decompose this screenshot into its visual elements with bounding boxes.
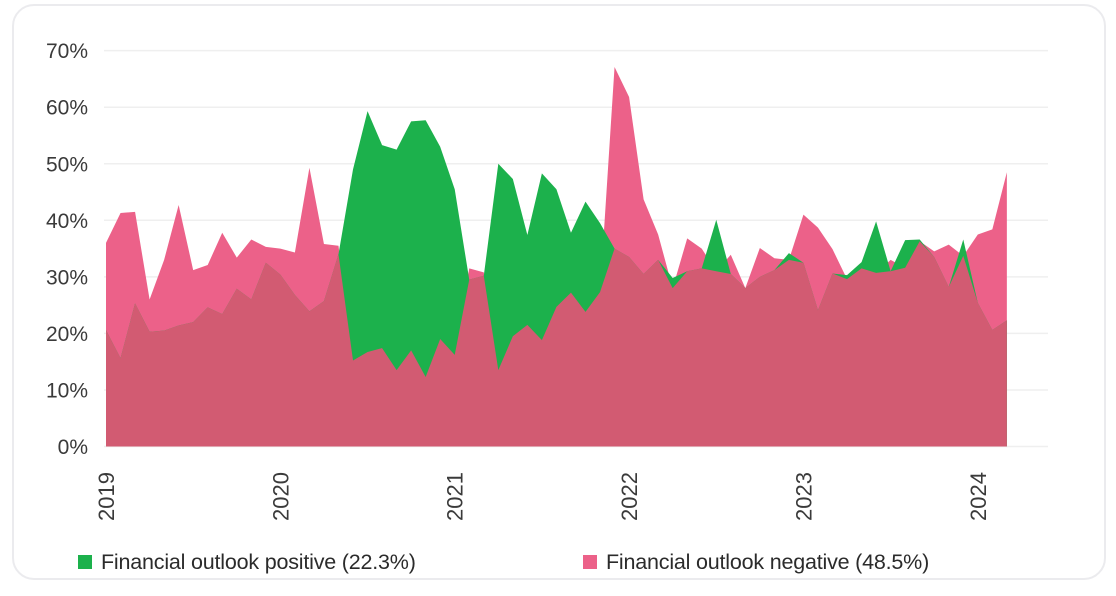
- x-tick-label: 2021: [443, 472, 468, 521]
- x-tick-label: 2022: [617, 472, 642, 521]
- y-tick-label: 10%: [46, 379, 88, 402]
- legend-label-negative: Financial outlook negative (48.5%): [606, 549, 930, 574]
- series-areas: [106, 67, 1007, 447]
- x-tick-label: 2023: [791, 472, 816, 521]
- positive-swatch-icon: [78, 555, 92, 569]
- legend-label-positive: Financial outlook positive (22.3%): [101, 549, 416, 574]
- negative-swatch-icon: [583, 555, 597, 569]
- y-tick-label: 20%: [46, 323, 88, 346]
- chart-legend: Financial outlook positive (22.3%) Finan…: [0, 548, 1116, 576]
- y-tick-label: 0%: [58, 436, 88, 459]
- y-axis-labels: 0% 10% 20% 30% 40% 50% 60% 70%: [46, 40, 88, 459]
- y-tick-label: 70%: [46, 40, 88, 63]
- legend-item-negative[interactable]: Financial outlook negative (48.5%): [583, 548, 929, 576]
- y-tick-label: 40%: [46, 210, 88, 233]
- y-tick-label: 60%: [46, 97, 88, 120]
- x-tick-label: 2019: [94, 472, 119, 521]
- overlap-area: [106, 241, 1007, 447]
- x-tick-label: 2024: [966, 472, 991, 521]
- x-tick-label: 2020: [268, 472, 293, 521]
- legend-item-positive[interactable]: Financial outlook positive (22.3%): [78, 548, 416, 576]
- y-tick-label: 50%: [46, 153, 88, 176]
- y-tick-label: 30%: [46, 266, 88, 289]
- x-axis-labels: 2019 2020 2021 2022 2023 2024: [94, 472, 991, 521]
